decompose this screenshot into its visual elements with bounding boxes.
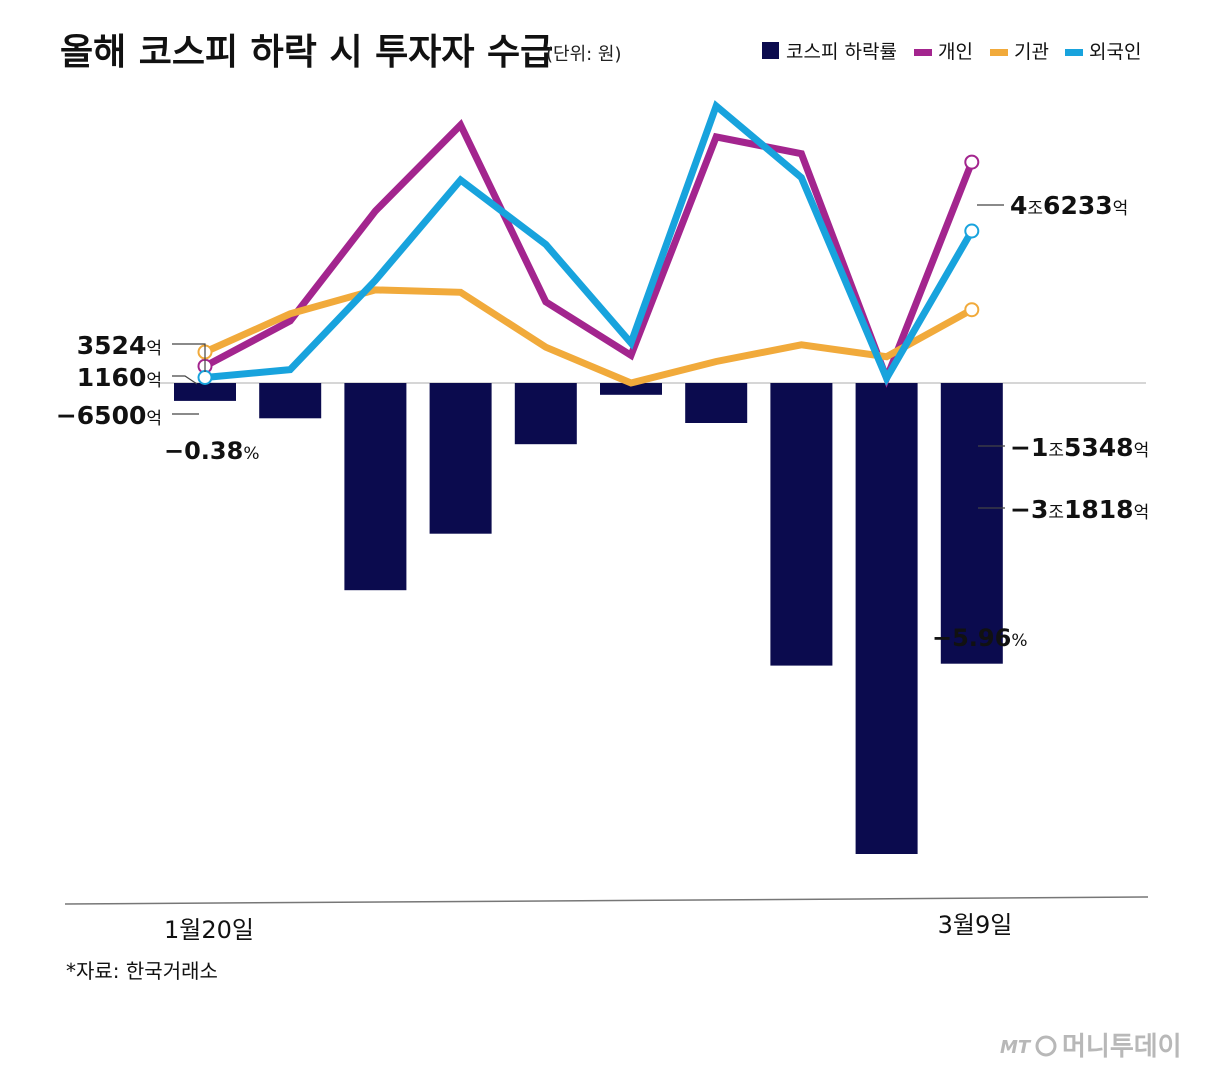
legend: 코스피 하락률 개인 기관 외국인 — [762, 41, 1141, 63]
bar-kospi-10 — [940, 383, 1003, 664]
bar-series-kospi — [174, 383, 1003, 854]
line-institution — [203, 286, 974, 387]
anno-end-individual: 4조6233억 — [1010, 191, 1128, 220]
legend-swatch-foreign — [1065, 49, 1083, 56]
anno-end-institution: −1조5348억 — [1010, 433, 1149, 462]
legend-label-foreign: 외국인 — [1089, 41, 1141, 63]
marker-institution-end — [964, 302, 980, 318]
leader-start-individual — [172, 343, 206, 372]
bar-kospi-2 — [259, 383, 322, 419]
watermark-logo: MT 머니투데이 — [1000, 1032, 1182, 1062]
annotation-leaders — [172, 204, 1005, 509]
legend-swatch-institution — [990, 49, 1008, 56]
line-foreign — [204, 100, 975, 387]
x-tick-label-last: 3월9일 — [938, 911, 1013, 939]
bar-kospi-1 — [174, 383, 236, 401]
legend-swatch-kospi — [762, 42, 779, 59]
legend-label-individual: 개인 — [938, 41, 973, 63]
bar-kospi-7 — [685, 383, 748, 423]
x-axis-line-left — [64, 898, 861, 905]
bar-kospi-5 — [514, 383, 577, 445]
anno-start-foreign: 1160억 — [77, 363, 162, 392]
bar-kospi-4 — [429, 383, 492, 534]
bar-kospi-8 — [770, 383, 833, 666]
anno-start-institution: −6500억 — [56, 401, 162, 430]
bar-kospi-6 — [600, 383, 662, 395]
endpoint-markers — [197, 154, 980, 385]
legend-swatch-individual — [914, 49, 932, 56]
chart-title: 올해 코스피 하락 시 투자자 수급 — [60, 32, 553, 73]
x-tick-label-first: 1월20일 — [164, 916, 254, 944]
anno-end-pct: −5.96% — [932, 624, 1027, 652]
source-note: *자료: 한국거래소 — [66, 959, 218, 983]
legend-label-institution: 기관 — [1014, 41, 1049, 63]
chart-unit: (단위: 원) — [546, 44, 622, 65]
marker-foreign-end — [964, 223, 980, 239]
leader-start-foreign — [172, 375, 198, 385]
marker-foreign-start — [197, 370, 213, 385]
watermark-mark: MT — [1000, 1037, 1032, 1058]
bar-kospi-3 — [344, 383, 407, 591]
marker-individual-end — [964, 154, 980, 170]
line-individual — [203, 119, 976, 388]
legend-label-kospi: 코스피 하락률 — [786, 41, 897, 63]
anno-start-pct: −0.38% — [164, 437, 259, 465]
x-axis-line-right — [859, 896, 1149, 900]
anno-start-individual: 3524억 — [77, 331, 162, 360]
line-series — [203, 100, 976, 388]
bar-kospi-9 — [855, 383, 918, 854]
watermark-text: 머니투데이 — [1062, 1032, 1182, 1062]
anno-end-foreign: −3조1818억 — [1010, 495, 1149, 524]
watermark-circle-icon — [1035, 1035, 1057, 1057]
